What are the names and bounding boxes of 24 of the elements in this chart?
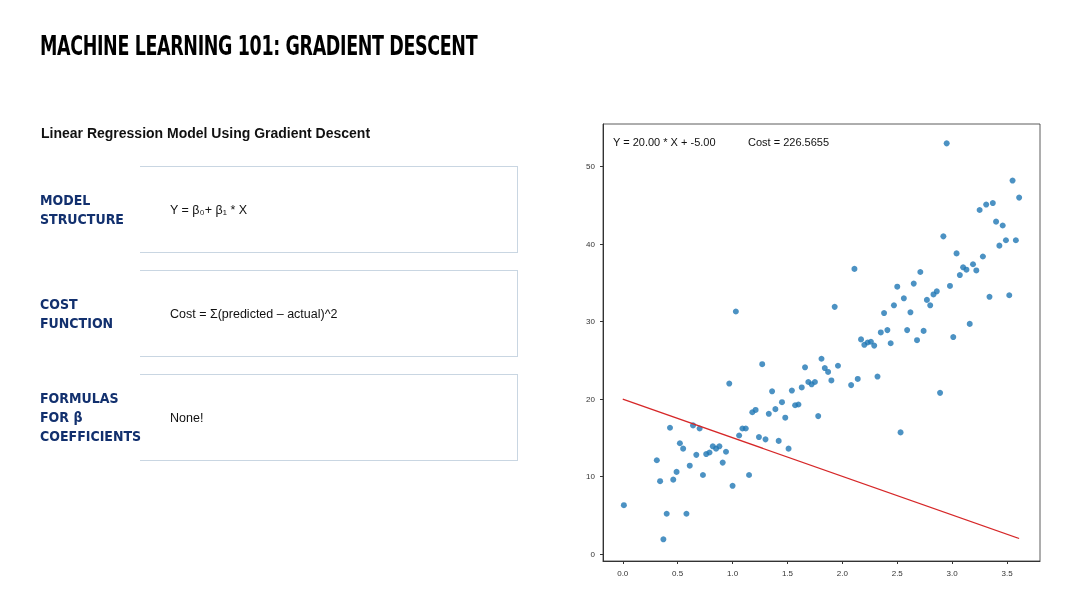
text: COST FUNCTION (40, 270, 140, 357)
y-tick-label: 20 (586, 394, 596, 404)
annotation: Cost = 226.5655 (748, 135, 830, 148)
x-tick-label: 3.0 (946, 568, 959, 578)
text: FORMULAS FOR β COEFFICIENTS (40, 374, 142, 461)
text: MACHINE LEARNING 101: GRADIENT DESCENT (40, 30, 478, 61)
text: None! (170, 409, 204, 427)
x-tick-label: 3.5 (1001, 568, 1014, 578)
text: Y = β₀+ β₁ * X (170, 201, 248, 219)
text: Linear Regression Model Using Gradient Descent (41, 125, 371, 141)
y-tick-label: 10 (586, 472, 596, 482)
x-tick-label: 1.0 (727, 568, 739, 578)
y-tick-label: 40 (586, 239, 596, 249)
x-tick-label: 0.0 (617, 568, 629, 578)
x-tick-label: 1.5 (781, 568, 794, 578)
x-tick-label: 0.5 (672, 568, 684, 578)
y-tick-label: 30 (586, 317, 596, 327)
y-tick-label: 0 (590, 549, 596, 559)
text: Cost = Σ(predicted – actual)^2 (170, 305, 338, 323)
x-tick-label: 2.0 (836, 568, 849, 578)
x-tick-label: 2.5 (891, 568, 904, 578)
y-tick-label: 50 (586, 162, 596, 172)
annotation: Y = 20.00 * X + -5.00 (613, 135, 716, 148)
text: MODEL STRUCTURE (40, 166, 140, 253)
